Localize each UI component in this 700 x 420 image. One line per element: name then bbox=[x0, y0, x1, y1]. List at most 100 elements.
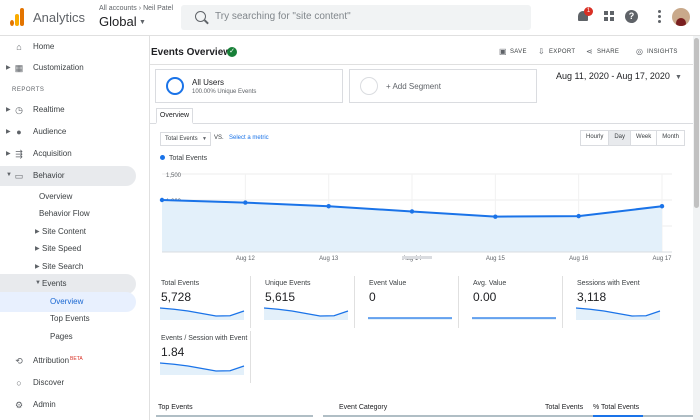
caret-right-icon: ▶ bbox=[35, 229, 40, 235]
caret-right-icon: ▶ bbox=[6, 129, 11, 135]
sidebar-subitem-events-overview[interactable]: Overview bbox=[0, 292, 136, 312]
top-events-heading: Top Events bbox=[158, 404, 193, 411]
sparkline bbox=[264, 307, 349, 320]
sidebar-item-admin[interactable]: ⚙ Admin bbox=[0, 395, 136, 415]
save-button[interactable]: ▣ SAVE bbox=[499, 48, 527, 56]
top-bar: Analytics All accounts › Neil Patel Global… bbox=[0, 0, 700, 36]
search-icon bbox=[195, 11, 206, 22]
scrollbar-thumb[interactable] bbox=[694, 38, 699, 208]
export-button[interactable]: ⇩ EXPORT bbox=[538, 48, 575, 56]
metric-select-value: Total Events bbox=[165, 136, 198, 142]
scrollbar[interactable] bbox=[693, 36, 700, 420]
period-week-button[interactable]: Week bbox=[630, 131, 657, 145]
share-button[interactable]: ⋖ SHARE bbox=[586, 48, 619, 56]
caret-down-icon[interactable]: ▼ bbox=[139, 19, 146, 26]
period-hourly-button[interactable]: Hourly bbox=[581, 131, 609, 145]
period-month-button[interactable]: Month bbox=[656, 131, 684, 145]
sparkline-line bbox=[160, 307, 245, 317]
pct-total-events-column[interactable]: % Total Events bbox=[593, 404, 640, 411]
insights-button[interactable]: ◎ INSIGHTS bbox=[636, 48, 678, 56]
main-content: Events Overview ✓ ▣ SAVE ⇩ EXPORT ⋖ SHARE ◎… bbox=[150, 36, 700, 420]
sidebar-item-realtime[interactable]: ▶ ◷ Realtime bbox=[0, 100, 136, 120]
sparkline bbox=[160, 307, 245, 320]
sidebar-item-behavior[interactable]: ▼ ▭ Behavior bbox=[0, 166, 136, 186]
tab-overview[interactable]: Overview bbox=[156, 108, 193, 124]
breadcrumb-account[interactable]: Neil Patel bbox=[143, 5, 174, 12]
tile-total-events[interactable]: Total Events 5,728 bbox=[150, 276, 251, 328]
sidebar-item-label: Overview bbox=[39, 192, 73, 201]
tile-label: Sessions with Event bbox=[577, 280, 640, 287]
period-day-button[interactable]: Day bbox=[608, 131, 631, 145]
behavior-icon: ▭ bbox=[14, 171, 24, 181]
tile-event-value[interactable]: Event Value 0 bbox=[358, 276, 459, 328]
notifications-bell-icon[interactable]: 1 bbox=[576, 7, 593, 25]
sidebar-subitem-site-search[interactable]: ▶ Site Search bbox=[0, 257, 136, 277]
sidebar-item-audience[interactable]: ▶ ● Audience bbox=[0, 122, 136, 142]
analytics-logo-icon[interactable] bbox=[10, 8, 24, 26]
tile-label: Avg. Value bbox=[473, 280, 507, 287]
sidebar-subitem-site-speed[interactable]: ▶ Site Speed bbox=[0, 239, 136, 259]
sidebar-subitem-site-content[interactable]: ▶ Site Content bbox=[0, 222, 136, 242]
sidebar-item-label: Audience bbox=[33, 127, 67, 136]
caret-right-icon: ▶ bbox=[35, 264, 40, 270]
caret-right-icon: ▶ bbox=[35, 246, 40, 252]
search-bar[interactable]: Try searching for "site content" bbox=[181, 5, 531, 30]
help-icon[interactable]: ? bbox=[625, 10, 638, 23]
event-category-column[interactable]: Event Category bbox=[339, 404, 388, 411]
page-title: Events Overview bbox=[151, 47, 232, 58]
x-tick-label: Aug 12 bbox=[236, 256, 256, 262]
legend-label: Total Events bbox=[169, 155, 208, 162]
sidebar-item-label: Overview bbox=[50, 297, 84, 306]
add-segment-label: + Add Segment bbox=[386, 82, 441, 91]
sidebar-subitem-overview[interactable]: Overview bbox=[0, 187, 136, 207]
date-range-picker[interactable]: Aug 11, 2020 - Aug 17, 2020 ▼ bbox=[556, 71, 682, 81]
more-vert-icon[interactable] bbox=[652, 9, 668, 25]
sidebar-item-customization[interactable]: ▶ ▦ Customization bbox=[0, 58, 136, 78]
header-divider bbox=[150, 64, 700, 65]
total-events-column[interactable]: Total Events bbox=[545, 404, 584, 411]
tile-value: 5,728 bbox=[161, 290, 192, 304]
data-point bbox=[243, 200, 248, 205]
account-breadcrumb[interactable]: All accounts › Neil Patel bbox=[99, 5, 173, 12]
caret-down-icon: ▼ bbox=[6, 172, 12, 178]
account-selector[interactable]: Global bbox=[99, 14, 137, 29]
breadcrumb-all-accounts[interactable]: All accounts bbox=[99, 5, 137, 12]
tile-events-per-session[interactable]: Events / Session with Event 1.84 bbox=[150, 331, 251, 383]
sidebar-subitem-pages[interactable]: Pages bbox=[0, 327, 136, 347]
sidebar-item-home[interactable]: ⌂ Home bbox=[0, 37, 136, 57]
sidebar-item-label: AttributionBETA bbox=[33, 356, 83, 365]
sparkline-line bbox=[576, 307, 661, 317]
sparkline-line bbox=[264, 307, 349, 317]
tile-avg-value[interactable]: Avg. Value 0.00 bbox=[462, 276, 563, 328]
sidebar-subitem-top-events[interactable]: Top Events bbox=[0, 309, 136, 329]
sidebar-item-attribution[interactable]: ⟲ AttributionBETA bbox=[0, 351, 136, 371]
sidebar-item-acquisition[interactable]: ▶ ⇶ Acquisition bbox=[0, 144, 136, 164]
share-icon: ⋖ bbox=[586, 47, 594, 56]
attribution-icon: ⟲ bbox=[15, 356, 23, 366]
home-icon: ⌂ bbox=[16, 42, 22, 52]
tile-value: 3,118 bbox=[577, 290, 607, 304]
tile-value: 5,615 bbox=[265, 290, 296, 304]
segment-all-users[interactable]: All Users 100.00% Unique Events bbox=[155, 69, 343, 103]
metric-select[interactable]: Total Events ▼ bbox=[160, 132, 211, 146]
insights-icon: ◎ bbox=[636, 47, 644, 56]
search-placeholder[interactable]: Try searching for "site content" bbox=[215, 11, 351, 22]
verified-check-icon: ✓ bbox=[227, 47, 237, 57]
share-label: SHARE bbox=[597, 49, 620, 55]
sidebar-item-label: Site Search bbox=[42, 262, 84, 271]
tile-sessions-with-event[interactable]: Sessions with Event 3,118 bbox=[566, 276, 667, 328]
apps-grid-icon[interactable] bbox=[602, 9, 618, 25]
tile-unique-events[interactable]: Unique Events 5,615 bbox=[254, 276, 355, 328]
gear-icon: ⚙ bbox=[14, 400, 24, 410]
sidebar-subitem-behavior-flow[interactable]: Behavior Flow bbox=[0, 204, 136, 224]
sidebar-subitem-events[interactable]: ▼ Events bbox=[0, 274, 136, 294]
data-point bbox=[159, 197, 165, 203]
data-point bbox=[409, 209, 415, 214]
sidebar-item-discover[interactable]: ○ Discover bbox=[0, 373, 136, 393]
select-metric-link[interactable]: Select a metric bbox=[229, 135, 269, 141]
person-icon: ● bbox=[16, 127, 22, 137]
add-segment-button[interactable]: + Add Segment bbox=[349, 69, 537, 103]
avatar[interactable] bbox=[672, 8, 690, 26]
